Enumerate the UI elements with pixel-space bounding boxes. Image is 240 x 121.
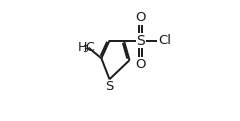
Text: O: O (135, 11, 146, 24)
Text: H: H (78, 41, 87, 54)
Text: O: O (135, 58, 146, 71)
Text: S: S (136, 34, 145, 48)
Text: Cl: Cl (158, 34, 171, 47)
Text: S: S (105, 80, 114, 93)
Text: 3: 3 (83, 45, 88, 54)
Text: C: C (85, 41, 94, 54)
